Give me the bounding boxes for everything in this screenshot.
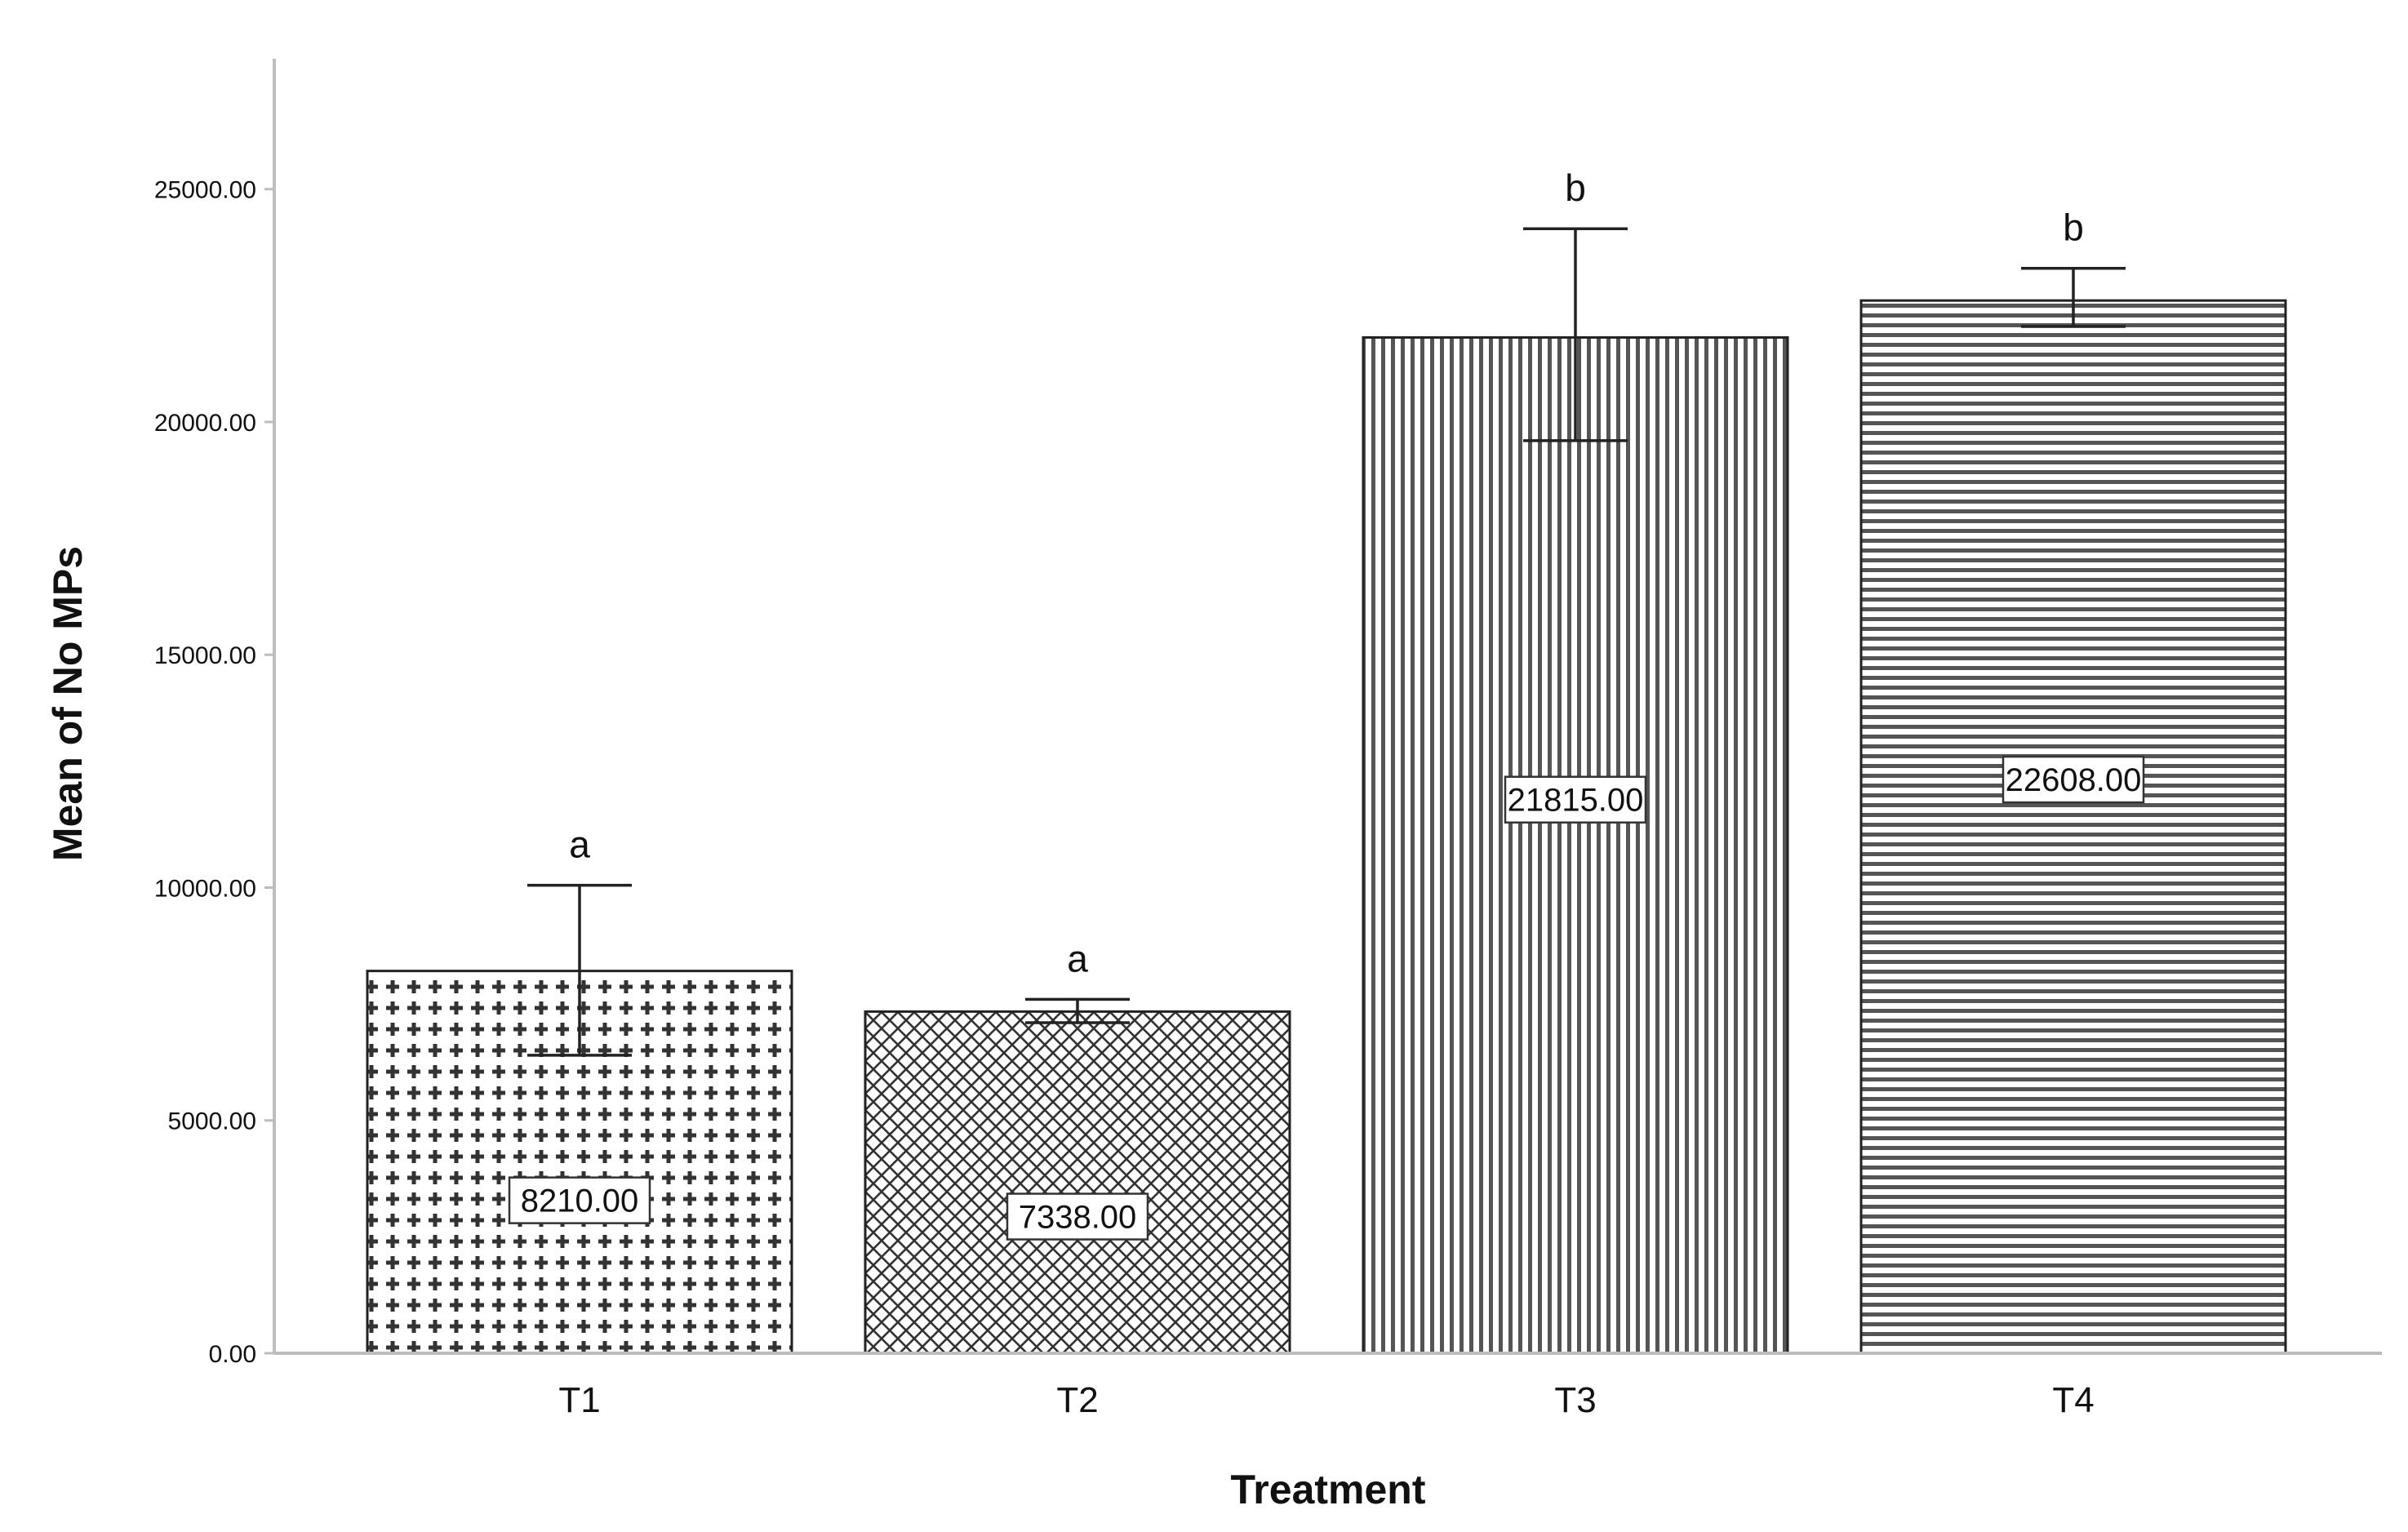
y-axis-ticks: 0.00 5000.00 10000.00 15000.00 20000.00 25000… xyxy=(154,177,274,1368)
y-axis-title: Mean of No MPs xyxy=(45,546,91,861)
value-label: 21815.00 xyxy=(1508,783,1644,819)
value-label-box xyxy=(1504,775,1647,824)
x-tick-label: T1 xyxy=(558,1380,600,1420)
significance-letters: a a b b xyxy=(569,167,2084,979)
bars xyxy=(366,299,2287,1355)
x-axis-category-labels: T1 T2 T3 T4 xyxy=(558,1380,2094,1420)
x-tick-label: T4 xyxy=(2052,1380,2094,1420)
y-tick-label: 5000.00 xyxy=(168,1108,256,1135)
significance-letter: a xyxy=(1067,937,1088,979)
value-label-box xyxy=(1006,1192,1149,1241)
value-label-box xyxy=(2001,755,2145,804)
value-label: 22608.00 xyxy=(2006,762,2142,798)
value-label: 8210.00 xyxy=(521,1183,639,1219)
y-tick-label: 20000.00 xyxy=(154,410,256,437)
y-tick-label: 25000.00 xyxy=(154,177,256,204)
x-tick-label: T3 xyxy=(1554,1380,1596,1420)
bar-t3 xyxy=(1362,335,1789,1355)
y-tick-label: 15000.00 xyxy=(154,642,256,669)
y-tick-label: 0.00 xyxy=(209,1341,256,1368)
error-bars xyxy=(527,227,2126,1057)
value-labels: 8210.00 7338.00 21815.00 22608.00 xyxy=(508,755,2145,1241)
value-label-box xyxy=(508,1176,651,1224)
x-axis-title: Treatment xyxy=(1231,1467,1426,1512)
x-tick-label: T2 xyxy=(1056,1380,1098,1420)
significance-letter: b xyxy=(1565,167,1586,209)
y-tick-label: 10000.00 xyxy=(154,875,256,902)
value-label: 7338.00 xyxy=(1019,1200,1137,1236)
significance-letter: a xyxy=(569,824,590,866)
bar-t2 xyxy=(864,1010,1291,1355)
significance-letter: b xyxy=(2063,206,2084,249)
bar-t4 xyxy=(1859,299,2287,1355)
